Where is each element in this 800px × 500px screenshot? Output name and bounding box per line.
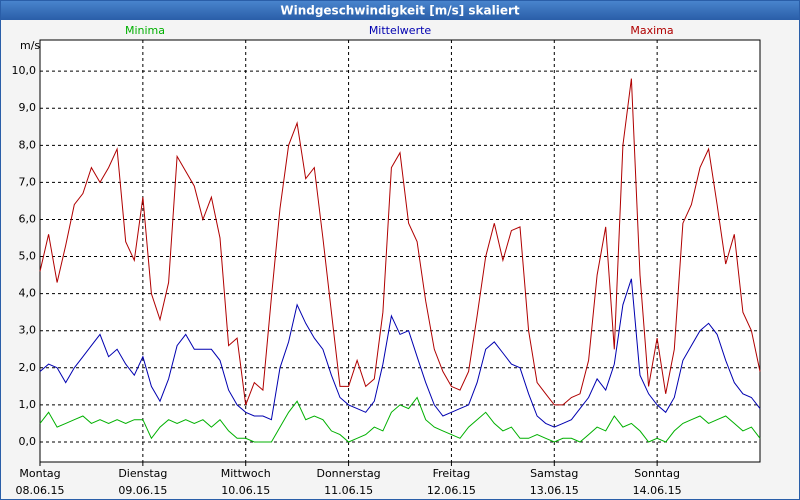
x-tick-label: Sonntag: [634, 467, 680, 480]
y-tick-label: 8,0: [19, 138, 37, 151]
x-tick-date: 14.06.15: [633, 484, 682, 497]
x-tick-label: Dienstag: [118, 467, 167, 480]
x-tick-date: 12.06.15: [427, 484, 476, 497]
plot-area: [39, 39, 761, 463]
x-tick-date: 10.06.15: [221, 484, 270, 497]
y-tick-label: 0,0: [19, 435, 37, 448]
legend-label: Mittelwerte: [369, 24, 432, 37]
series-line: [39, 278, 761, 428]
y-tick-label: 3,0: [19, 324, 37, 337]
title-bar: [0, 0, 800, 20]
x-tick-label: Samstag: [530, 467, 578, 480]
x-tick-date: 13.06.15: [530, 484, 579, 497]
y-tick-label: 1,0: [19, 398, 37, 411]
legend-label: Maxima: [630, 24, 673, 37]
y-tick-label: 4,0: [19, 287, 37, 300]
legend-label: Minima: [125, 24, 165, 37]
x-tick-date: 11.06.15: [324, 484, 373, 497]
y-tick-label: 2,0: [19, 361, 37, 374]
y-tick-label: 9,0: [19, 101, 37, 114]
x-tick-label: Mittwoch: [221, 467, 271, 480]
y-tick-label: 10,0: [12, 64, 37, 77]
y-tick-label: 5,0: [19, 250, 37, 263]
x-tick-date: 09.06.15: [118, 484, 167, 497]
y-unit: m/s: [20, 39, 40, 52]
chart-title: Windgeschwindigkeit [m/s] skaliert: [280, 4, 520, 18]
series-line: [39, 396, 761, 443]
x-tick-label: Freitag: [433, 467, 471, 480]
x-tick-date: 08.06.15: [16, 484, 65, 497]
x-tick-label: Montag: [19, 467, 60, 480]
y-tick-label: 7,0: [19, 175, 37, 188]
y-tick-label: 6,0: [19, 212, 37, 225]
series-line: [39, 78, 761, 406]
x-tick-label: Donnerstag: [316, 467, 380, 480]
